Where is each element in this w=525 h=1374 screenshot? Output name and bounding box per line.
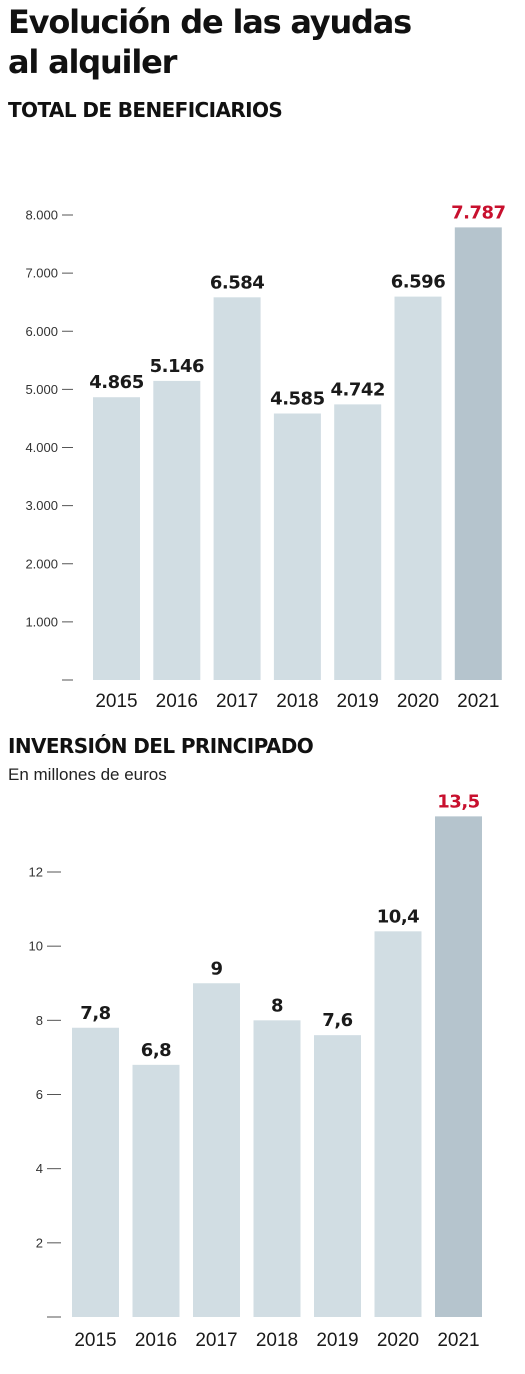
chart-2-title: INVERSIÓN DEL PRINCIPADO [8, 734, 314, 758]
chart-1-y-tick-label: 2.000 [25, 556, 58, 571]
chart-2-y-tick-label: 6 [36, 1087, 43, 1102]
chart-2-bar-2016 [132, 1064, 180, 1317]
page-title: Evolución de las ayudas al alquiler [8, 2, 518, 82]
chart-2-subtitle: En millones de euros [8, 765, 167, 784]
chart-1-value-label-2021: 7.787 [451, 202, 505, 223]
page-title-line-2: al alquiler [8, 43, 177, 81]
chart-1-value-label-2019: 4.742 [330, 379, 384, 400]
chart-1-value-label-2015: 4.865 [89, 372, 143, 393]
chart-1-value-label-2020: 6.596 [391, 272, 445, 293]
chart-2-value-label-2015: 7,8 [80, 1003, 110, 1024]
chart-2-category-label-2019: 2019 [316, 1330, 358, 1351]
beneficiaries-bar-chart: 1.000 2.000 3.000 4.000 5.000 6.000 7.000 8.000… [25, 202, 506, 712]
chart-2-value-label-2021: 13,5 [437, 791, 479, 812]
chart-1-value-label-2016: 5.146 [150, 356, 204, 377]
chart-2-value-label-2019: 7,6 [322, 1010, 352, 1031]
chart-1-value-label-2018: 4.585 [270, 388, 324, 409]
chart-1-bar-2015 [93, 397, 140, 680]
chart-1-bar-2018 [273, 413, 321, 680]
chart-1-y-tick-label: 8.000 [25, 208, 58, 223]
chart-2-value-label-2020: 10,4 [377, 906, 419, 927]
chart-2-y-tick-label: 8 [36, 1013, 43, 1028]
chart-2-value-label-2018: 8 [271, 995, 283, 1016]
chart-2-category-label-2016: 2016 [135, 1330, 177, 1351]
page-title-line-1: Evolución de las ayudas [8, 3, 412, 41]
chart-2-value-label-2016: 6,8 [141, 1040, 171, 1061]
chart-1-category-label-2018: 2018 [276, 691, 318, 712]
chart-1-bar-2016 [153, 380, 201, 680]
chart-2-category-label-2021: 2021 [437, 1330, 479, 1351]
chart-2-category-label-2017: 2017 [195, 1330, 237, 1351]
chart-1-category-label-2020: 2020 [397, 691, 439, 712]
chart-1-category-label-2021: 2021 [457, 691, 499, 712]
chart-2-bar-2017 [193, 983, 240, 1317]
chart-2-category-label-2015: 2015 [74, 1330, 116, 1351]
chart-2-bar-2018 [253, 1020, 301, 1317]
chart-1-bar-2019 [334, 404, 382, 680]
chart-2-bar-2015 [72, 1027, 119, 1317]
chart-1-y-tick-label: 6.000 [25, 324, 58, 339]
chart-1-category-label-2017: 2017 [216, 691, 258, 712]
chart-1-bar-2021 [454, 227, 502, 680]
chart-2-y-tick-label: 12 [29, 865, 43, 880]
chart-1-value-label-2017: 6.584 [210, 272, 264, 293]
chart-1-y-tick-label: 5.000 [25, 382, 58, 397]
chart-1-y-tick-label: 1.000 [25, 614, 58, 629]
chart-2-y-tick-label: 2 [36, 1235, 43, 1250]
chart-2-bar-2020 [374, 931, 422, 1317]
chart-1-bar-2017 [213, 297, 261, 680]
investment-bar-chart: 2 4 6 8 10 12 7,8 2015 6,8 2016 9 2017 8 2018 7,6 2019 1… [29, 791, 482, 1351]
chart-2-value-label-2017: 9 [210, 958, 222, 979]
chart-2-category-label-2018: 2018 [256, 1330, 298, 1351]
chart-1-y-tick-label: 7.000 [25, 266, 58, 281]
chart-2-y-tick-label: 4 [36, 1161, 43, 1176]
chart-2-y-tick-label: 10 [29, 939, 43, 954]
chart-1-category-label-2015: 2015 [95, 691, 137, 712]
chart-1-y-tick-label: 4.000 [25, 440, 58, 455]
chart-2-category-label-2020: 2020 [377, 1330, 419, 1351]
chart-1-category-label-2016: 2016 [156, 691, 198, 712]
chart-1-y-tick-label: 3.000 [25, 498, 58, 513]
chart-2-bar-2019 [314, 1035, 361, 1317]
chart-2-bar-2021 [435, 816, 482, 1317]
chart-1-title: TOTAL DE BENEFICIARIOS [8, 98, 283, 122]
chart-1-bar-2020 [394, 296, 442, 680]
chart-1-category-label-2019: 2019 [337, 691, 379, 712]
